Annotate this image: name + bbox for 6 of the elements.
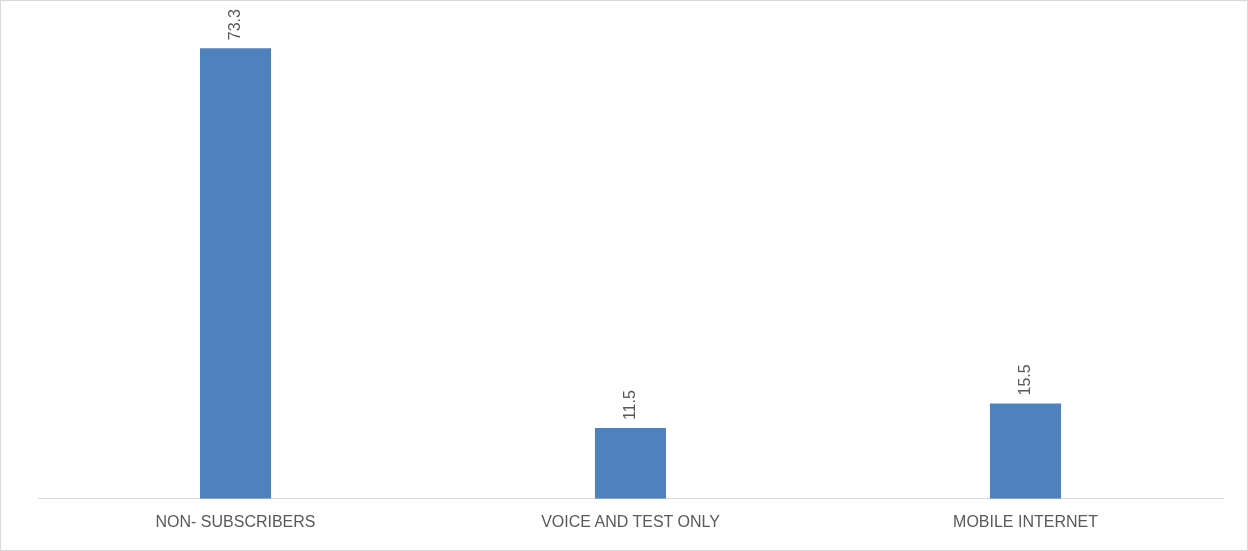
- x-tick-label: VOICE AND TEST ONLY: [541, 512, 721, 530]
- x-tick-label: MOBILE INTERNET: [953, 512, 1099, 530]
- x-tick-label: NON- SUBSCRIBERS: [155, 512, 316, 530]
- data-label: 15.5: [1015, 364, 1033, 396]
- data-label: 11.5: [620, 390, 638, 421]
- data-label: 73.3: [225, 8, 243, 41]
